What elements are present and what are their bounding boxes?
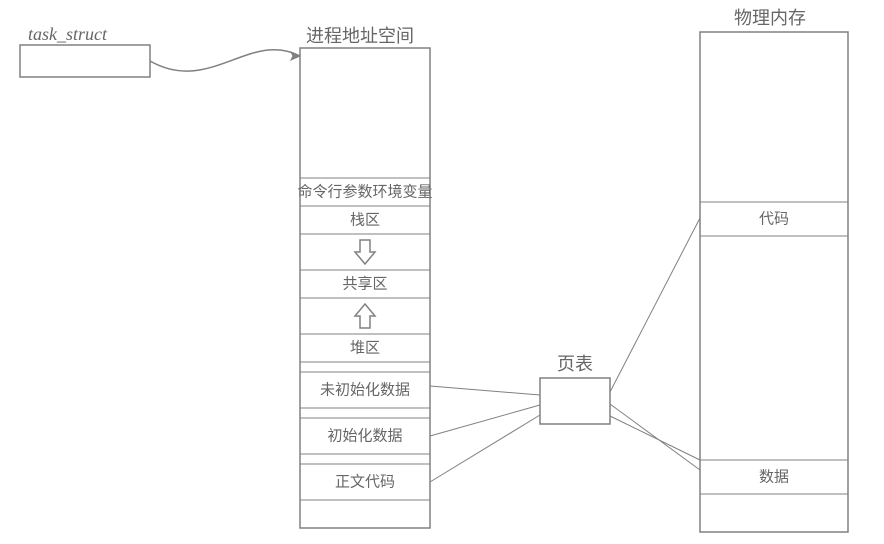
map-line-right-0 xyxy=(610,218,700,392)
arrow-down-icon xyxy=(355,240,375,264)
pm-section-pm_code: 代码 xyxy=(759,210,789,227)
page-table-title: 页表 xyxy=(557,354,593,374)
map-line-left-1 xyxy=(430,405,540,436)
pm-section-pm_data: 数据 xyxy=(759,468,789,485)
page-table-box xyxy=(540,378,610,424)
map-line-right-2 xyxy=(610,416,700,460)
addr-section-stack: 栈区 xyxy=(350,211,380,228)
task-struct-label: task_struct xyxy=(28,24,108,44)
pointer-curve xyxy=(150,50,300,71)
addr-section-text: 正文代码 xyxy=(335,473,395,490)
addr-section-heap: 堆区 xyxy=(350,339,380,356)
addr-section-cmdline: 命令行参数环境变量 xyxy=(297,182,432,200)
addr-section-data: 初始化数据 xyxy=(327,427,402,444)
phys-mem-box xyxy=(700,32,848,532)
addr-section-bss: 未初始化数据 xyxy=(320,381,410,398)
map-line-left-2 xyxy=(430,415,540,482)
arrow-up-icon xyxy=(355,304,375,328)
phys-mem-title: 物理内存 xyxy=(734,8,806,28)
addr-space-title: 进程地址空间 xyxy=(306,26,414,46)
map-line-left-0 xyxy=(430,386,540,395)
task-struct-box xyxy=(20,45,150,77)
map-line-right-1 xyxy=(610,404,700,470)
addr-section-shared: 共享区 xyxy=(342,275,387,292)
